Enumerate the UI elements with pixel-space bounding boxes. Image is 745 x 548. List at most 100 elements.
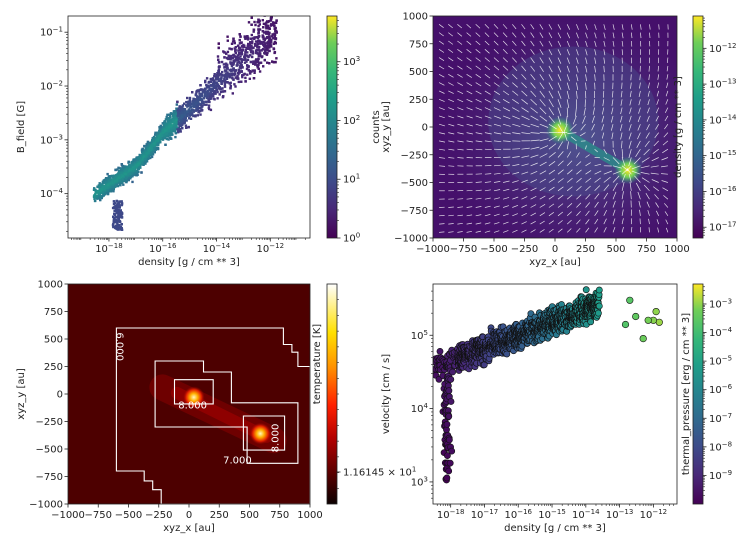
quiver-arrow: [591, 124, 595, 131]
histogram-cell: [98, 182, 101, 185]
histogram-cell: [234, 69, 238, 72]
histogram-cell: [183, 121, 186, 124]
histogram-cell: [143, 144, 146, 148]
histogram-cell: [104, 177, 108, 180]
quiver-arrow: [548, 107, 555, 116]
histogram-cell: [135, 156, 138, 159]
histogram-cell: [214, 77, 218, 80]
quiver-arrow: [548, 40, 553, 47]
histogram-cell: [246, 51, 249, 54]
histogram-cell: [113, 206, 116, 210]
quiver-arrow: [493, 90, 500, 95]
histogram-cell: [184, 124, 188, 127]
histogram-cell: [117, 215, 120, 218]
histogram-cell: [257, 35, 260, 38]
histogram-cell: [154, 137, 158, 140]
histogram-cell: [198, 88, 202, 92]
histogram-cell: [177, 131, 180, 134]
quiver-arrow: [493, 65, 500, 71]
quiver-arrow: [612, 149, 616, 157]
histogram-cell: [273, 51, 276, 55]
histogram-cell: [225, 77, 229, 80]
histogram-cell: [113, 212, 116, 215]
quiver-arrow: [539, 115, 548, 122]
panel-b-xtick-label: −750: [450, 244, 477, 255]
histogram-cell: [273, 35, 276, 39]
quiver-arrow: [557, 169, 564, 175]
quiver-arrow: [502, 213, 509, 217]
histogram-cell: [186, 102, 189, 106]
quiver-arrow: [493, 32, 499, 38]
histogram-cell: [112, 223, 115, 226]
quiver-arrow: [530, 220, 536, 225]
quiver-arrow: [610, 124, 614, 131]
histogram-cell: [204, 87, 207, 90]
histogram-cell: [124, 179, 127, 182]
histogram-cell: [262, 65, 265, 68]
quiver-arrow: [612, 182, 618, 191]
quiver-arrow: [557, 115, 562, 125]
quiver-arrow: [580, 123, 586, 131]
panel-b-ytick-label: −250: [401, 150, 428, 161]
histogram-cell: [104, 187, 108, 190]
histogram-cell: [243, 61, 247, 64]
quiver-arrow: [585, 154, 590, 158]
quiver-arrow: [626, 165, 632, 172]
histogram-cell: [102, 185, 105, 189]
quiver-arrow: [539, 49, 544, 55]
histogram-cell: [140, 163, 143, 166]
quiver-arrow: [466, 148, 473, 151]
histogram-cell: [245, 35, 248, 38]
histogram-cell: [138, 166, 142, 169]
histogram-cell: [195, 100, 198, 103]
histogram-cell: [186, 96, 189, 100]
histogram-cell: [185, 119, 188, 122]
histogram-cell: [137, 162, 141, 165]
quiver-arrow: [521, 188, 528, 192]
quiver-arrow: [576, 211, 581, 217]
histogram-cell: [237, 57, 240, 60]
histogram-cell: [118, 176, 121, 180]
quiver-arrow: [621, 49, 624, 56]
histogram-cell: [99, 189, 102, 193]
histogram-cell: [261, 34, 264, 37]
quiver-arrow: [585, 145, 587, 150]
panel-b-xtick-label: 750: [637, 244, 656, 255]
histogram-cell: [261, 48, 265, 51]
quiver-arrow: [484, 123, 492, 127]
quiver-arrow: [475, 132, 483, 135]
quiver-arrow: [548, 49, 553, 56]
histogram-cell: [268, 42, 272, 46]
quiver-arrow: [484, 181, 492, 183]
histogram-cells: [92, 16, 278, 231]
histogram-cell: [240, 53, 244, 56]
quiver-arrow: [484, 197, 491, 200]
quiver-arrow: [566, 107, 569, 117]
quiver-arrow: [630, 32, 633, 39]
histogram-cell: [197, 98, 200, 101]
quiver-arrow: [448, 73, 454, 78]
quiver-arrow: [576, 194, 582, 200]
quiver-arrow: [662, 140, 669, 146]
quiver-arrow: [466, 140, 473, 143]
histogram-cell: [271, 60, 274, 63]
histogram-cell: [232, 78, 235, 81]
quiver-arrow: [521, 123, 531, 128]
quiver-arrow: [530, 32, 535, 38]
quiver-arrow: [503, 188, 510, 192]
histogram-cell: [179, 106, 182, 109]
quiver-arrow: [457, 57, 463, 62]
histogram-cell: [225, 52, 228, 55]
quiver-arrow: [635, 149, 641, 157]
histogram-cell: [121, 174, 125, 177]
histogram-cell: [207, 98, 210, 101]
histogram-cell: [252, 28, 256, 31]
histogram-cell: [170, 129, 173, 132]
quiver-arrow: [484, 230, 491, 233]
histogram-cell: [209, 84, 213, 87]
histogram-cell: [168, 123, 172, 126]
histogram-cell: [243, 72, 246, 76]
histogram-cell: [237, 46, 241, 49]
quiver-arrow: [570, 136, 577, 142]
quiver-arrow: [621, 157, 626, 167]
